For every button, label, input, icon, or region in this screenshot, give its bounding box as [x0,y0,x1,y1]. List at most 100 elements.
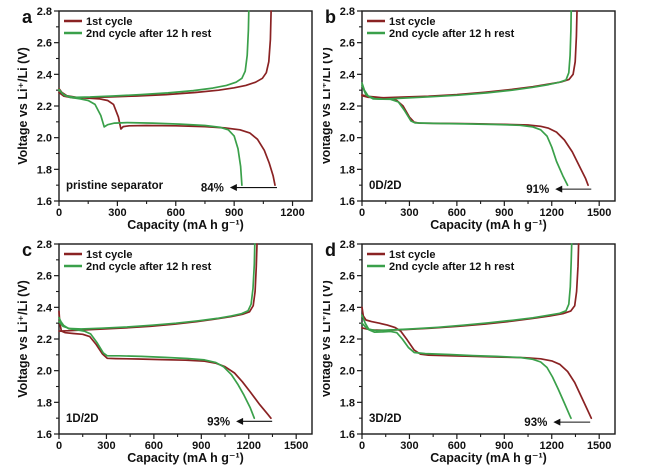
legend-label: 2nd cycle after 12 h rest [389,261,515,273]
retention-annotation: 91% [526,184,592,196]
x-tick-label: 1200 [237,440,261,452]
x-tick-label: 300 [400,440,418,452]
retention-annotation: 93% [207,416,273,428]
x-tick-label: 1500 [587,440,611,452]
y-axis-title: Voltage vs Li⁺/Li (V) [323,47,333,165]
curve-cycle2-charge [361,243,573,332]
y-tick-label: 1.8 [340,397,355,409]
retention-annotation: 93% [524,417,591,429]
y-tick-label: 2.2 [340,334,355,346]
chart-panel-b: 0 300 600 900 1200 1500 1.6 1.8 2.0 2.2 2.4 2.6 2.8 C… [319,6,616,232]
y-tick-label: 1.8 [37,397,52,409]
axes: 0 300 600 900 1200 1500 1.6 1.8 2.0 2.2 2.4 2.6 2.8 [37,239,313,452]
y-tick-label: 2.0 [37,133,52,145]
legend-label: 1st cycle [389,249,435,261]
retention-percent-label: 93% [524,417,547,429]
x-tick-label: 600 [167,207,185,219]
chart-panel-d: 0 300 600 900 1200 1500 1.6 1.8 2.0 2.2 2.4 2.6 2.8 C… [319,239,616,465]
x-tick-label: 300 [108,207,126,219]
y-tick-label: 1.6 [37,196,52,208]
x-tick-label: 0 [56,207,62,219]
x-tick-label: 0 [56,440,62,452]
panel-b: 0 300 600 900 1200 1500 1.6 1.8 2.0 2.2 2.4 2.6 2.8 C… [319,0,647,233]
retention-arrow-head [236,417,244,425]
y-tick-label: 2.4 [340,69,356,81]
retention-annotation: 84% [201,183,277,195]
y-tick-label: 2.6 [37,38,52,50]
axes: 0 300 600 900 1200 1500 1.6 1.8 2.0 2.2 2.4 2.6 2.8 [340,239,616,452]
y-tick-label: 2.2 [340,101,355,113]
corner-label: 3D/2D [369,413,402,425]
panel-d: 0 300 600 900 1200 1500 1.6 1.8 2.0 2.2 2.4 2.6 2.8 C… [319,233,647,466]
series [58,10,276,187]
x-tick-label: 1200 [280,207,304,219]
series [58,243,272,420]
y-tick-label: 2.0 [37,366,52,378]
x-tick-label: 0 [359,207,365,219]
y-tick-label: 2.6 [340,271,355,283]
x-tick-label: 600 [448,207,466,219]
legend-label: 2nd cycle after 12 h rest [389,28,515,40]
y-axis-title: Voltage vs Li⁺/Li (V) [16,47,30,165]
curve-cycle2-discharge [58,88,243,187]
panel-letter: c [22,240,32,260]
x-axis-title: Capacity (mA h g⁻¹) [127,451,244,465]
y-tick-label: 2.0 [340,366,355,378]
panel-letter: b [325,7,336,27]
legend-label: 2nd cycle after 12 h rest [86,28,212,40]
x-tick-label: 0 [359,440,365,452]
legend-label: 1st cycle [86,16,132,28]
x-tick-label: 300 [97,440,115,452]
series [361,10,589,187]
x-tick-label: 600 [448,440,466,452]
corner-label: pristine separator [66,180,164,192]
x-tick-label: 600 [145,440,163,452]
curve-cycle2-charge [361,10,573,101]
curve-cycle1-discharge [58,310,272,420]
chart-panel-a: 0 300 600 900 1200 1.6 1.8 2.0 2.2 2.4 2.6 2.8 Capac… [16,6,313,232]
x-tick-label: 900 [495,207,513,219]
y-tick-label: 2.8 [340,6,355,18]
y-tick-label: 1.8 [340,164,355,176]
y-tick-label: 2.0 [340,133,355,145]
y-tick-label: 2.6 [37,271,52,283]
curve-cycle2-charge [58,10,250,99]
series [361,243,593,420]
y-tick-label: 2.4 [340,302,356,314]
retention-percent-label: 91% [526,184,549,196]
x-tick-label: 900 [225,207,243,219]
legend-label: 1st cycle [389,16,435,28]
retention-percent-label: 84% [201,183,224,195]
chart-panel-c: 0 300 600 900 1200 1500 1.6 1.8 2.0 2.2 2.4 2.6 2.8 C… [16,239,313,465]
axes: 0 300 600 900 1200 1500 1.6 1.8 2.0 2.2 2.4 2.6 2.8 [340,6,616,219]
corner-label: 1D/2D [66,413,99,425]
y-tick-label: 2.2 [37,334,52,346]
y-tick-label: 2.4 [37,69,53,81]
retention-percent-label: 93% [207,416,230,428]
curve-cycle2-discharge [361,314,572,420]
y-tick-label: 2.6 [340,38,355,50]
x-tick-label: 900 [192,440,210,452]
x-axis-title: Capacity (mA h g⁻¹) [430,218,547,232]
y-tick-label: 2.8 [340,239,355,251]
legend-label: 1st cycle [86,249,132,261]
y-tick-label: 1.8 [37,164,52,176]
legend-label: 2nd cycle after 12 h rest [86,261,212,273]
panel-a: 0 300 600 900 1200 1.6 1.8 2.0 2.2 2.4 2.6 2.8 Capac… [0,0,323,233]
y-tick-label: 2.2 [37,101,52,113]
retention-arrow-head [229,184,237,192]
panel-c: 0 300 600 900 1200 1500 1.6 1.8 2.0 2.2 2.4 2.6 2.8 C… [0,233,323,466]
y-tick-label: 1.6 [37,429,52,441]
curve-cycle1-discharge [361,306,593,420]
y-axis-title: Voltage vs Li⁺/Li (V) [16,280,30,398]
x-tick-label: 900 [495,440,513,452]
retention-arrow-head [555,185,563,193]
x-axis-title: Capacity (mA h g⁻¹) [430,451,547,465]
y-tick-label: 2.8 [37,6,52,18]
x-tick-label: 300 [400,207,418,219]
x-tick-label: 1500 [284,440,308,452]
